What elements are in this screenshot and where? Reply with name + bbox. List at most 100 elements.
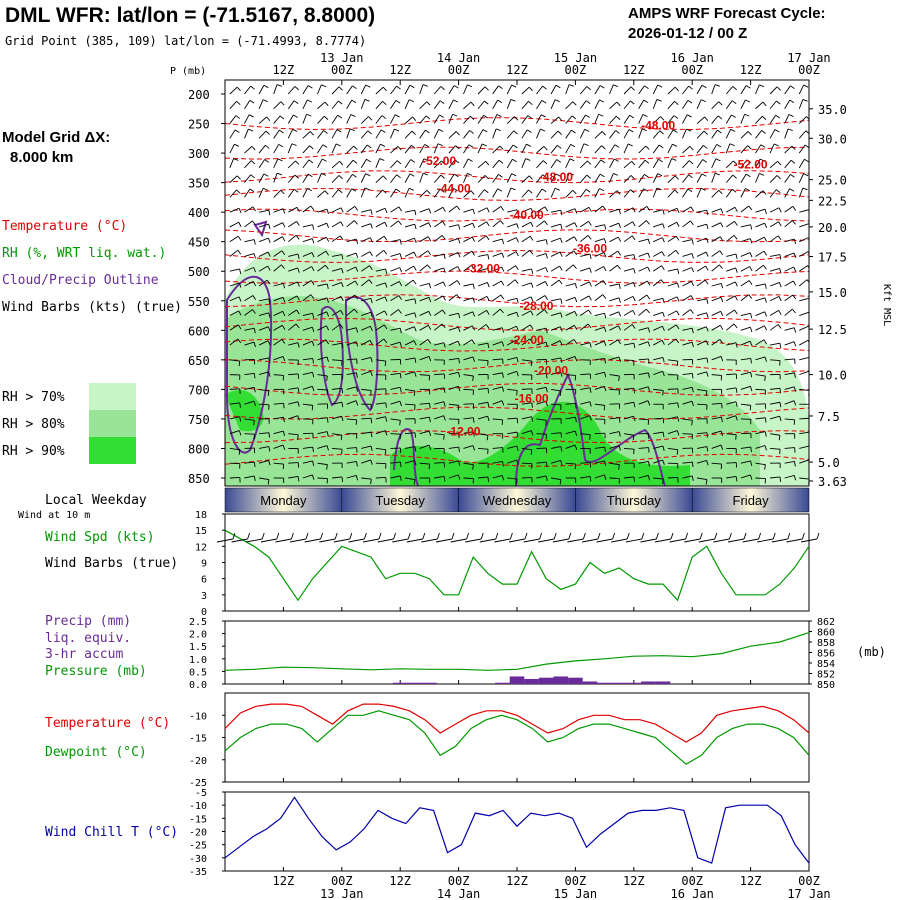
wind-barb (477, 254, 488, 257)
wind-barb-flag (326, 209, 329, 215)
wind-barb-flag (338, 175, 343, 180)
wind-barb-flag (238, 222, 242, 227)
surface-wind-barb (640, 538, 657, 543)
wind-barb-flag (268, 298, 271, 304)
wind-barb-flag (603, 266, 607, 272)
precip-bar (553, 676, 569, 684)
wind-barb (696, 446, 707, 449)
wind-barb (419, 84, 424, 95)
wind-barb (682, 160, 690, 169)
precip-bar (495, 682, 510, 684)
wind-barb (609, 190, 618, 198)
surface-wind-barb (508, 538, 526, 543)
wind-barb-flag (366, 158, 371, 163)
wind-barb-flag (365, 173, 371, 177)
wind-barb (346, 220, 355, 228)
wind-barb-flag (471, 236, 476, 242)
wind-barb-flag (380, 143, 386, 147)
wind-barb-flag (369, 340, 373, 345)
wind-barb-flag (632, 207, 636, 213)
wind-barb (711, 338, 721, 346)
wind-barb-flag (648, 461, 650, 467)
wind-barb-flag (559, 326, 563, 332)
wind-barb-flag (793, 266, 797, 272)
wind-barb-flag (617, 250, 621, 256)
wind-barb-flag (351, 188, 357, 192)
wind-barb (229, 221, 239, 228)
wind-barb (287, 189, 295, 198)
panel-frame (224, 513, 810, 612)
wind-barb (507, 477, 518, 480)
wind-barb-flag (311, 238, 315, 244)
wind-barb (711, 310, 721, 316)
wind-barb (492, 85, 499, 95)
wind-barb-flag (383, 324, 388, 330)
wind-barb (302, 326, 313, 331)
wind-barb (799, 370, 809, 376)
wind-barb-flag (380, 129, 386, 133)
pressure-right-unit: (mb) (857, 645, 886, 659)
wind-barb (521, 249, 531, 257)
wind-barb (652, 159, 659, 169)
wind-barb (317, 208, 328, 213)
wind-barb-flag (644, 174, 649, 178)
wind-barb (726, 220, 735, 228)
time-axis: 12Z12Z00Z00Z12Z12Z00Z00Z12Z12Z00Z00Z12Z1… (273, 51, 831, 900)
panel-label-wind-barbs: Wind Barbs (true) (45, 556, 178, 571)
wind-barb-flag (599, 85, 605, 89)
wind-barb (550, 188, 556, 198)
wind-barb (390, 146, 399, 154)
y-tick-right-label: 856 (817, 649, 835, 660)
wind-barb (550, 265, 560, 272)
wind-barb-flag (745, 85, 751, 89)
wind-barb-flag (734, 309, 738, 315)
wind-barb (652, 99, 658, 109)
wind-barb-flag (525, 158, 531, 161)
wind-barb (653, 445, 664, 449)
wind-barb-flag (790, 174, 795, 178)
wind-barb (288, 433, 299, 436)
wind-barb-flag (262, 187, 268, 191)
wind-barb-flag (690, 309, 694, 314)
wind-barb-flag (354, 294, 359, 300)
wind-barb-flag (603, 327, 607, 333)
weekday-label: Friday (733, 493, 770, 508)
wind-barb (740, 131, 749, 139)
wind-barb-flag (602, 294, 607, 299)
wind-barb (258, 99, 264, 109)
wind-barb (624, 359, 635, 361)
wind-barb-flag (662, 432, 665, 438)
wind-barb (463, 190, 472, 198)
wind-barb-flag (326, 283, 329, 289)
wind-barb-flag (760, 144, 766, 148)
wind-barb (492, 252, 503, 257)
wind-barb (492, 206, 502, 213)
wind-barb (375, 359, 386, 362)
wind-barb-flag (545, 420, 547, 426)
wind-barb-flag (792, 206, 797, 211)
wind-barb-flag (291, 143, 297, 146)
wind-barb (755, 208, 766, 213)
wind-barb (769, 268, 780, 272)
wind-barb (755, 445, 766, 449)
surface-wind-barb-flag (466, 532, 470, 540)
wind-barb (740, 145, 748, 154)
wind-barb-flag (485, 235, 490, 241)
wind-barb (507, 356, 518, 361)
surface-wind-barb-flag (655, 532, 659, 540)
isotherm-label: -24.00 (510, 333, 544, 347)
wind-barb (244, 174, 251, 183)
wind-barb-flag (238, 449, 241, 455)
wind-barb (346, 206, 356, 213)
wind-barb (623, 189, 631, 198)
y-tick-label: 12 (195, 542, 207, 553)
precip-bar (597, 682, 612, 684)
wind-barb (317, 222, 327, 228)
date-tick-label: 13 Jan (320, 887, 363, 900)
wind-barb (550, 209, 561, 213)
wind-barb-flag (574, 283, 578, 289)
wind-barb (594, 474, 605, 479)
wind-barb-flag (602, 205, 607, 211)
wind-barb (594, 188, 600, 198)
